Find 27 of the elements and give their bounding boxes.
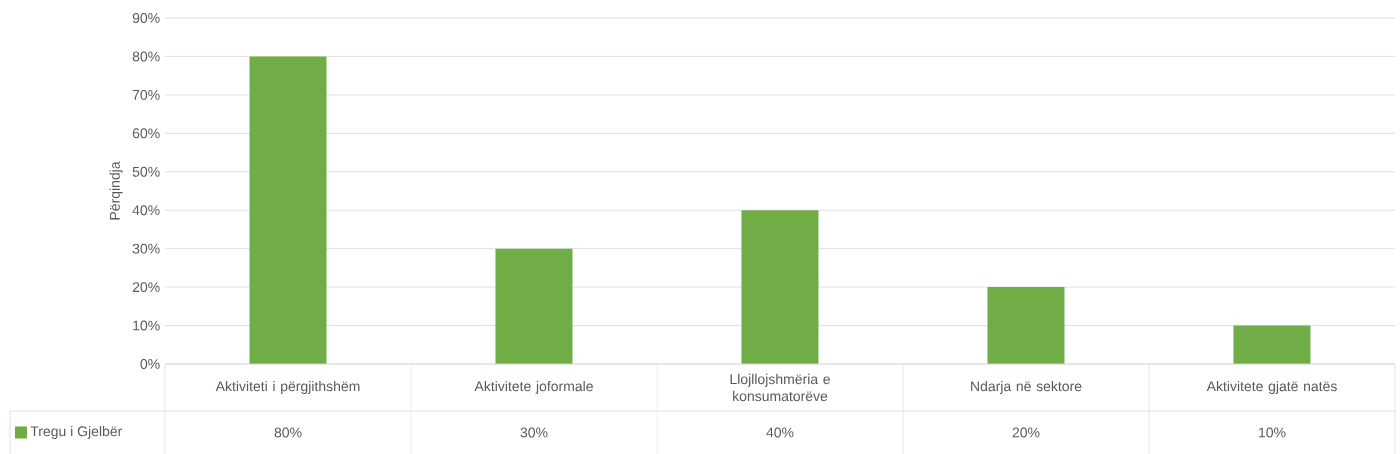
bar: [987, 287, 1065, 364]
bar: [741, 210, 819, 364]
bar: [249, 56, 327, 364]
data-label: 20%: [1012, 427, 1040, 438]
y-tick-label: 70%: [132, 89, 160, 100]
y-tick-label: 30%: [132, 243, 160, 254]
y-tick-label: 40%: [132, 205, 160, 216]
y-tick-label: 10%: [133, 320, 160, 331]
x-tick-label: Aktivitete joformale: [474, 380, 593, 395]
data-label: 40%: [766, 427, 794, 438]
x-tick-label: Llojllojshmëria e konsumatorëve: [730, 373, 830, 402]
data-label: 80%: [274, 427, 302, 438]
y-tick-label: 0%: [140, 359, 160, 369]
data-label: 10%: [1259, 427, 1286, 438]
bar: [1233, 325, 1311, 364]
y-tick-label: 60%: [132, 128, 160, 139]
y-tick-label: 80%: [132, 51, 160, 62]
x-tick-label: Aktiviteti i përgjithshëm: [215, 380, 360, 395]
x-tick-label: Aktivitete gjatë natës: [1206, 380, 1337, 395]
y-axis-title: Përqindja: [109, 161, 123, 220]
y-tick-label: 90%: [132, 13, 160, 23]
y-tick-label: 50%: [132, 166, 160, 177]
x-tick-label: Ndarja në sektore: [971, 380, 1082, 395]
bar: [495, 248, 573, 364]
data-label: 30%: [520, 427, 548, 438]
legend-label: Tregu i Gjelbër: [30, 425, 123, 440]
y-tick-label: 20%: [132, 282, 160, 293]
